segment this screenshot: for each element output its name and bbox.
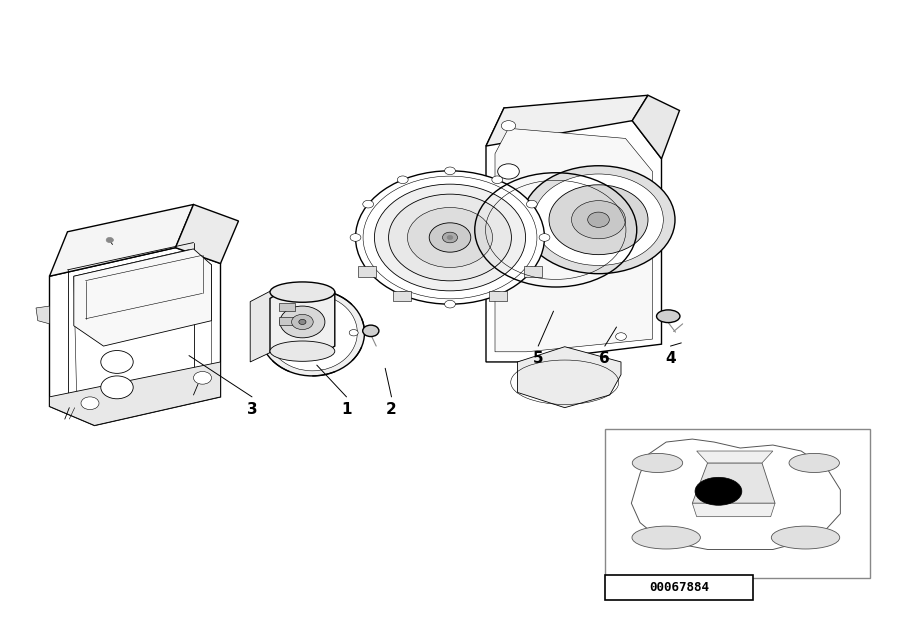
- Ellipse shape: [106, 237, 113, 243]
- Bar: [279, 317, 295, 325]
- Ellipse shape: [632, 526, 700, 549]
- Polygon shape: [692, 503, 775, 517]
- Bar: [605, 575, 753, 600]
- Ellipse shape: [526, 267, 537, 275]
- Ellipse shape: [267, 295, 357, 371]
- Polygon shape: [632, 439, 841, 549]
- Ellipse shape: [789, 453, 840, 472]
- Ellipse shape: [408, 208, 492, 267]
- Ellipse shape: [363, 201, 374, 208]
- Ellipse shape: [363, 267, 374, 275]
- Ellipse shape: [445, 300, 455, 308]
- Ellipse shape: [292, 314, 313, 330]
- Polygon shape: [50, 204, 194, 276]
- Ellipse shape: [270, 341, 335, 361]
- Ellipse shape: [498, 164, 519, 179]
- Ellipse shape: [389, 194, 511, 281]
- Ellipse shape: [350, 234, 361, 241]
- Text: 5: 5: [533, 351, 544, 366]
- Polygon shape: [697, 451, 773, 463]
- Ellipse shape: [397, 291, 408, 299]
- Bar: [605, 429, 870, 578]
- Text: 1: 1: [341, 402, 352, 417]
- Ellipse shape: [260, 290, 364, 376]
- Ellipse shape: [539, 234, 550, 241]
- Text: 3: 3: [247, 402, 257, 417]
- Ellipse shape: [101, 351, 133, 373]
- Ellipse shape: [445, 167, 455, 175]
- Text: 4: 4: [665, 351, 676, 366]
- Ellipse shape: [447, 236, 453, 239]
- Text: 6: 6: [599, 351, 610, 366]
- Polygon shape: [250, 289, 274, 362]
- Polygon shape: [486, 108, 662, 362]
- Ellipse shape: [81, 397, 99, 410]
- Ellipse shape: [398, 176, 408, 184]
- Ellipse shape: [588, 212, 609, 227]
- Polygon shape: [50, 248, 220, 425]
- Ellipse shape: [429, 223, 471, 252]
- Text: 00067884: 00067884: [649, 581, 709, 594]
- Polygon shape: [490, 291, 508, 302]
- Polygon shape: [632, 95, 680, 159]
- Ellipse shape: [526, 201, 537, 208]
- Ellipse shape: [572, 201, 626, 239]
- Ellipse shape: [270, 282, 335, 302]
- Ellipse shape: [349, 330, 358, 336]
- Ellipse shape: [771, 526, 840, 549]
- Polygon shape: [392, 291, 410, 302]
- Ellipse shape: [491, 176, 502, 184]
- Polygon shape: [176, 204, 238, 264]
- Ellipse shape: [549, 185, 648, 255]
- Polygon shape: [36, 306, 50, 324]
- Polygon shape: [495, 128, 652, 352]
- Ellipse shape: [363, 325, 379, 337]
- Ellipse shape: [491, 291, 502, 299]
- Polygon shape: [270, 287, 335, 357]
- Ellipse shape: [695, 478, 742, 505]
- Polygon shape: [357, 267, 375, 277]
- Ellipse shape: [616, 333, 626, 340]
- Ellipse shape: [194, 371, 212, 384]
- Ellipse shape: [299, 319, 306, 324]
- Polygon shape: [74, 249, 211, 346]
- Ellipse shape: [356, 171, 544, 304]
- Ellipse shape: [443, 232, 457, 243]
- Ellipse shape: [374, 184, 526, 291]
- Ellipse shape: [656, 310, 680, 323]
- Polygon shape: [486, 95, 648, 146]
- Polygon shape: [518, 347, 621, 408]
- Polygon shape: [50, 362, 220, 425]
- Polygon shape: [692, 463, 775, 503]
- Ellipse shape: [101, 376, 133, 399]
- Bar: [279, 303, 295, 311]
- Polygon shape: [525, 267, 543, 277]
- Ellipse shape: [633, 453, 683, 472]
- Ellipse shape: [501, 121, 516, 131]
- Ellipse shape: [534, 174, 663, 265]
- Ellipse shape: [280, 306, 325, 338]
- Text: 2: 2: [386, 402, 397, 417]
- Ellipse shape: [522, 166, 675, 274]
